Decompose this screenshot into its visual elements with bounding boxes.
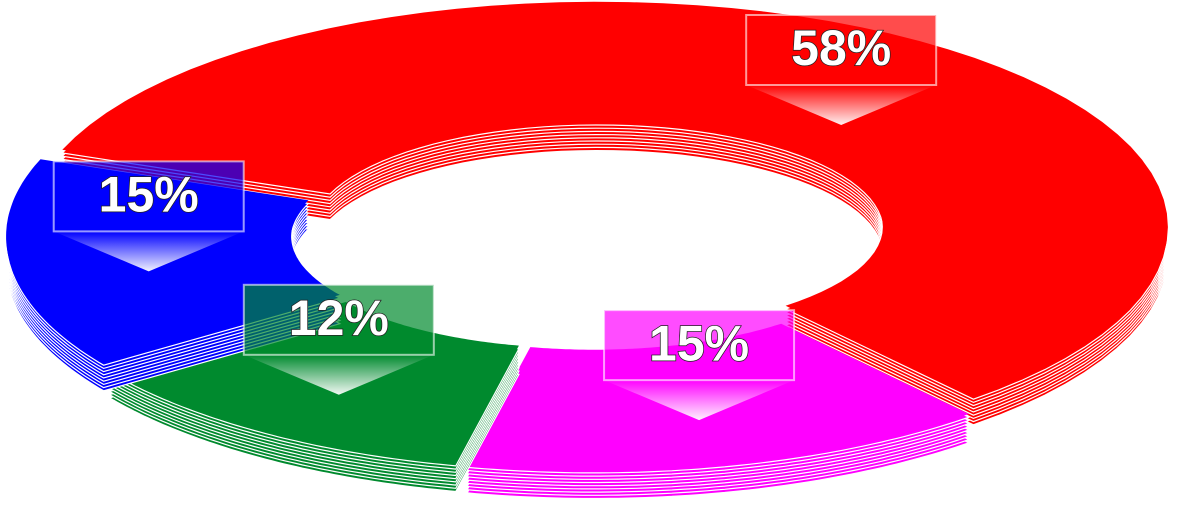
label-box [745,14,938,86]
label-box [603,309,796,382]
value-label: 15% [99,167,199,223]
value-label-box: 15% [603,309,796,421]
value-label: 58% [791,20,891,76]
value-label: 12% [289,290,389,346]
label-pointer [243,354,434,395]
label-pointer [604,380,795,421]
label-pointer [746,85,937,125]
label-box [52,160,245,233]
value-label: 15% [649,315,749,371]
value-label-box: 15% [52,160,245,272]
value-label-box: 58% [745,14,938,125]
label-pointer [53,231,244,272]
value-label-box: 12% [242,283,435,395]
